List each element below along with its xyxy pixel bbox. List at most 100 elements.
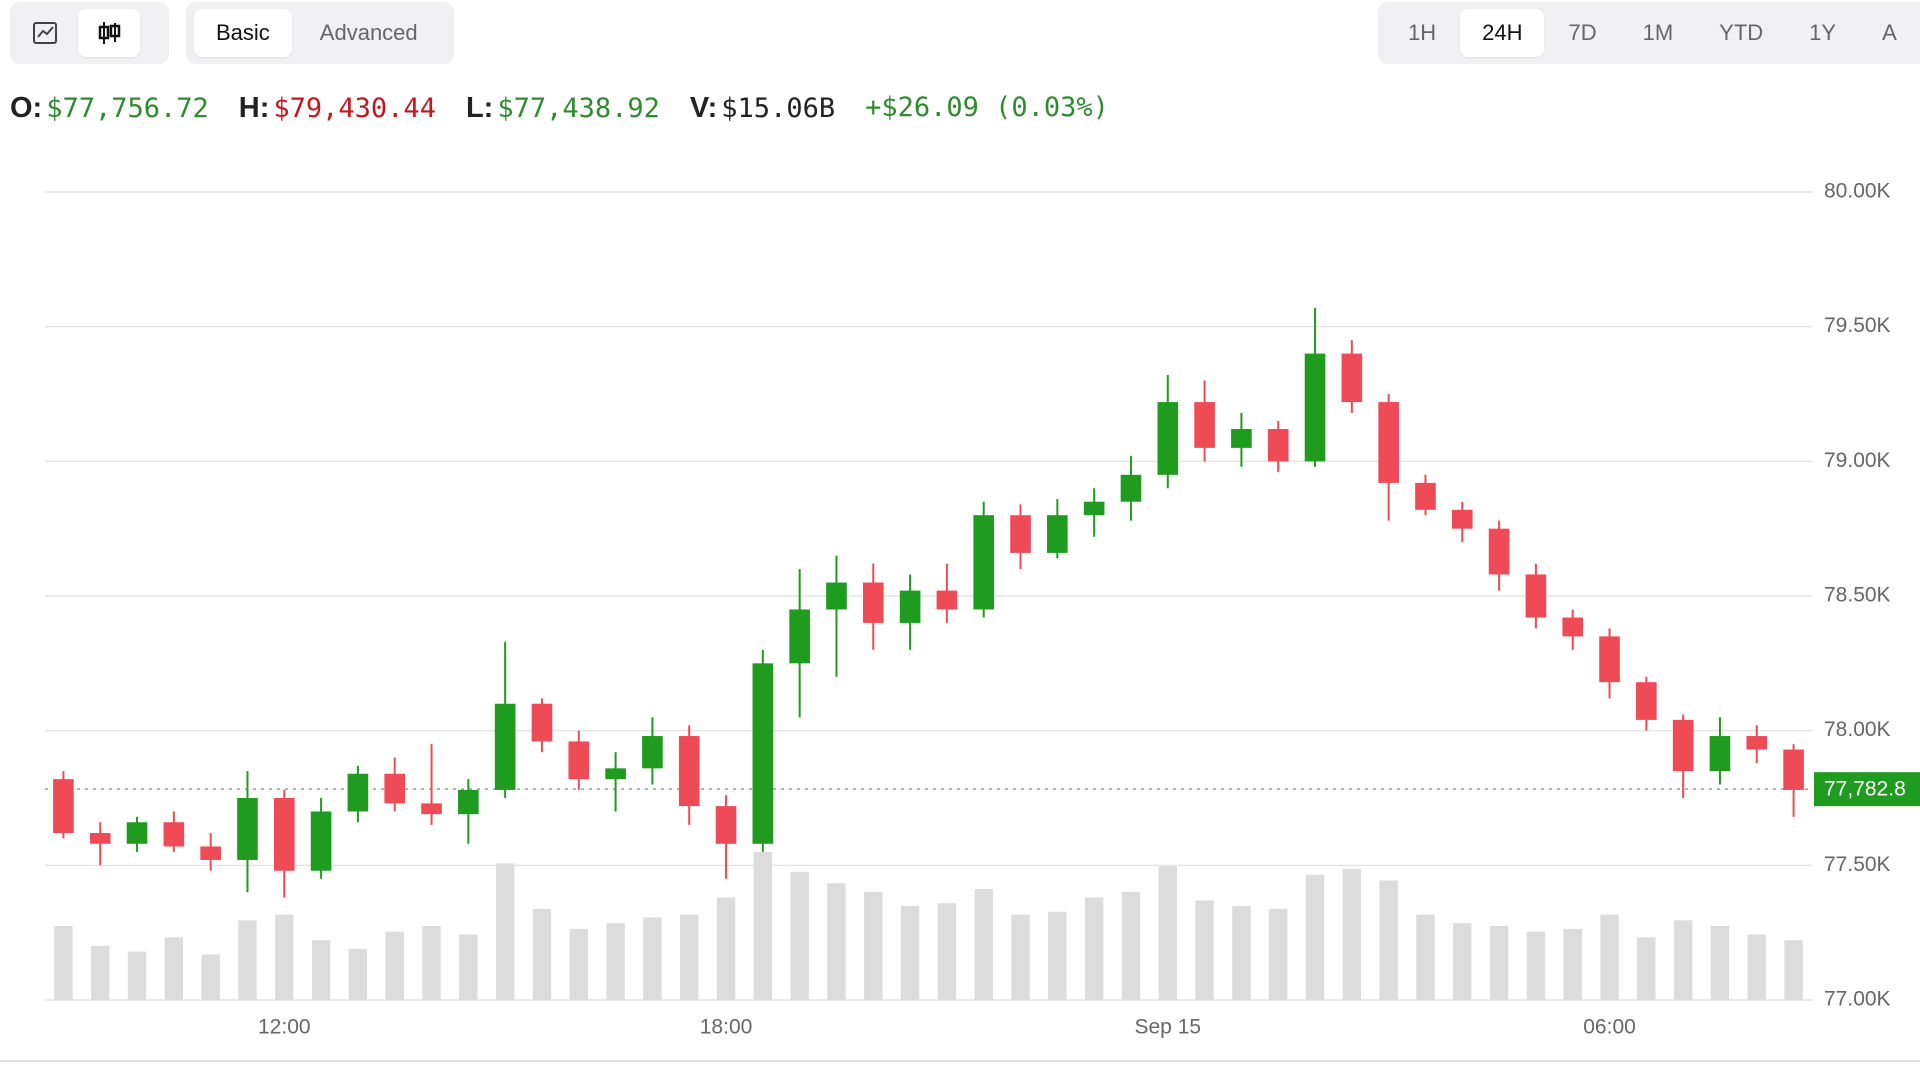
candle-body xyxy=(126,822,148,844)
volume-bar xyxy=(459,934,478,1000)
candle-body xyxy=(1488,528,1510,575)
volume-bar xyxy=(1158,866,1177,1000)
volume-bar xyxy=(974,889,993,1000)
candle-body xyxy=(1231,429,1252,448)
stat-label: V: xyxy=(689,92,718,124)
candle-body xyxy=(384,773,406,804)
y-tick-label: 80.00K xyxy=(1824,180,1891,203)
volume-bar xyxy=(1637,937,1656,1000)
candle-body xyxy=(163,822,185,847)
candle-body xyxy=(1304,353,1326,462)
volume-bar xyxy=(1710,926,1730,1000)
candle-body xyxy=(826,582,847,610)
last-price-label: 77,782.8 xyxy=(1824,778,1906,801)
volume-bar xyxy=(127,951,147,1000)
mode-toggle: Basic Advanced xyxy=(186,2,454,64)
stat: V: $15.06B xyxy=(690,92,835,125)
volume-bar xyxy=(1747,934,1766,1000)
range-button[interactable]: 1H xyxy=(1408,20,1437,45)
volume-bar xyxy=(606,923,625,1000)
candle-body xyxy=(1783,749,1804,790)
range-button[interactable]: 1Y xyxy=(1809,20,1837,45)
candle-body xyxy=(1746,736,1768,750)
volume-bar xyxy=(311,940,331,1000)
volume-bar xyxy=(1453,923,1472,1000)
candle-body xyxy=(568,741,590,780)
candle-icon xyxy=(98,22,121,44)
candle-body xyxy=(1267,429,1289,462)
volume-bar xyxy=(1121,891,1141,1000)
x-tick-label: 12:00 xyxy=(258,1016,311,1039)
volume-bar xyxy=(385,931,404,1000)
candle-body xyxy=(200,846,221,860)
candle-body xyxy=(1525,574,1547,618)
candle-body xyxy=(1672,719,1694,772)
stat-value: $77,756.72 xyxy=(46,93,209,124)
candle-body xyxy=(1636,682,1657,720)
volume-bar xyxy=(1673,920,1693,1000)
range-toggle: 1H 24H 7D 1M YTD 1Y A xyxy=(1378,2,1920,64)
volume-bar xyxy=(1195,900,1214,1000)
volume-bar xyxy=(1011,914,1030,1000)
candle-body xyxy=(789,609,810,664)
stat-value: $77,438.92 xyxy=(497,93,660,124)
range-button[interactable]: YTD xyxy=(1719,20,1764,45)
range-button[interactable]: 24H xyxy=(1460,9,1545,57)
x-tick-label: 18:00 xyxy=(700,1016,753,1039)
candle-body xyxy=(347,773,369,812)
volume-bar xyxy=(1305,874,1325,1000)
candle-body xyxy=(1157,402,1179,475)
y-tick-label: 77.50K xyxy=(1824,853,1891,876)
volume-bar xyxy=(680,914,699,1000)
stat-label: O: xyxy=(10,92,43,124)
volume-bar xyxy=(827,883,846,1000)
candle-body xyxy=(862,582,884,623)
candle-body xyxy=(1451,509,1473,529)
last-price-badge xyxy=(1814,772,1920,807)
volume-bar xyxy=(348,948,368,1000)
volume-bar xyxy=(54,926,73,1000)
chart-type-toggle xyxy=(10,2,169,64)
candle-body xyxy=(715,806,737,844)
volume-bar xyxy=(164,937,184,1000)
mode-button[interactable]: Advanced xyxy=(319,20,418,45)
range-button[interactable]: 7D xyxy=(1568,20,1597,45)
candle-body xyxy=(1010,515,1031,553)
volume-bar xyxy=(1563,928,1582,1000)
candle-body xyxy=(1378,402,1399,483)
stat-label: H: xyxy=(238,92,270,124)
volume-bar xyxy=(1600,914,1619,1000)
candle-body xyxy=(1709,736,1731,772)
line-icon xyxy=(33,22,57,44)
volume-bar xyxy=(1526,931,1546,1000)
candle-body xyxy=(1083,501,1105,516)
range-button[interactable]: 1M xyxy=(1642,20,1674,45)
candle-body xyxy=(899,590,921,623)
volume-bar xyxy=(643,917,662,1000)
x-tick-label: 06:00 xyxy=(1583,1016,1636,1039)
stat: H: $79,430.44 xyxy=(239,92,436,125)
candle-body xyxy=(973,515,995,610)
candle-body xyxy=(1120,474,1142,502)
y-tick-label: 78.50K xyxy=(1824,584,1891,607)
mode-button[interactable]: Basic xyxy=(194,9,292,57)
candle-chart-button[interactable] xyxy=(78,9,140,57)
volume-bar xyxy=(1342,869,1362,1000)
volume-bar xyxy=(753,852,773,1000)
y-tick-label: 79.00K xyxy=(1824,449,1891,472)
volume-bar xyxy=(790,871,809,1000)
volume-bar xyxy=(1489,926,1509,1000)
volume-bar xyxy=(1048,911,1067,1000)
ohlc-stats: O: $77,756.72 H: $79,430.44 L: $77,438.92 V: $1… xyxy=(10,92,1109,125)
candle-body xyxy=(458,789,479,815)
candle-body xyxy=(421,803,442,815)
stat: O: $77,756.72 xyxy=(10,92,209,125)
line-chart-button[interactable] xyxy=(18,9,72,57)
y-tick-label: 78.00K xyxy=(1824,718,1891,741)
volume-bar xyxy=(91,945,110,1000)
stat-value: $15.06B xyxy=(721,93,836,124)
range-button[interactable]: A xyxy=(1882,20,1897,45)
volume-bar xyxy=(1784,940,1803,1000)
volume-bar xyxy=(275,914,294,1000)
